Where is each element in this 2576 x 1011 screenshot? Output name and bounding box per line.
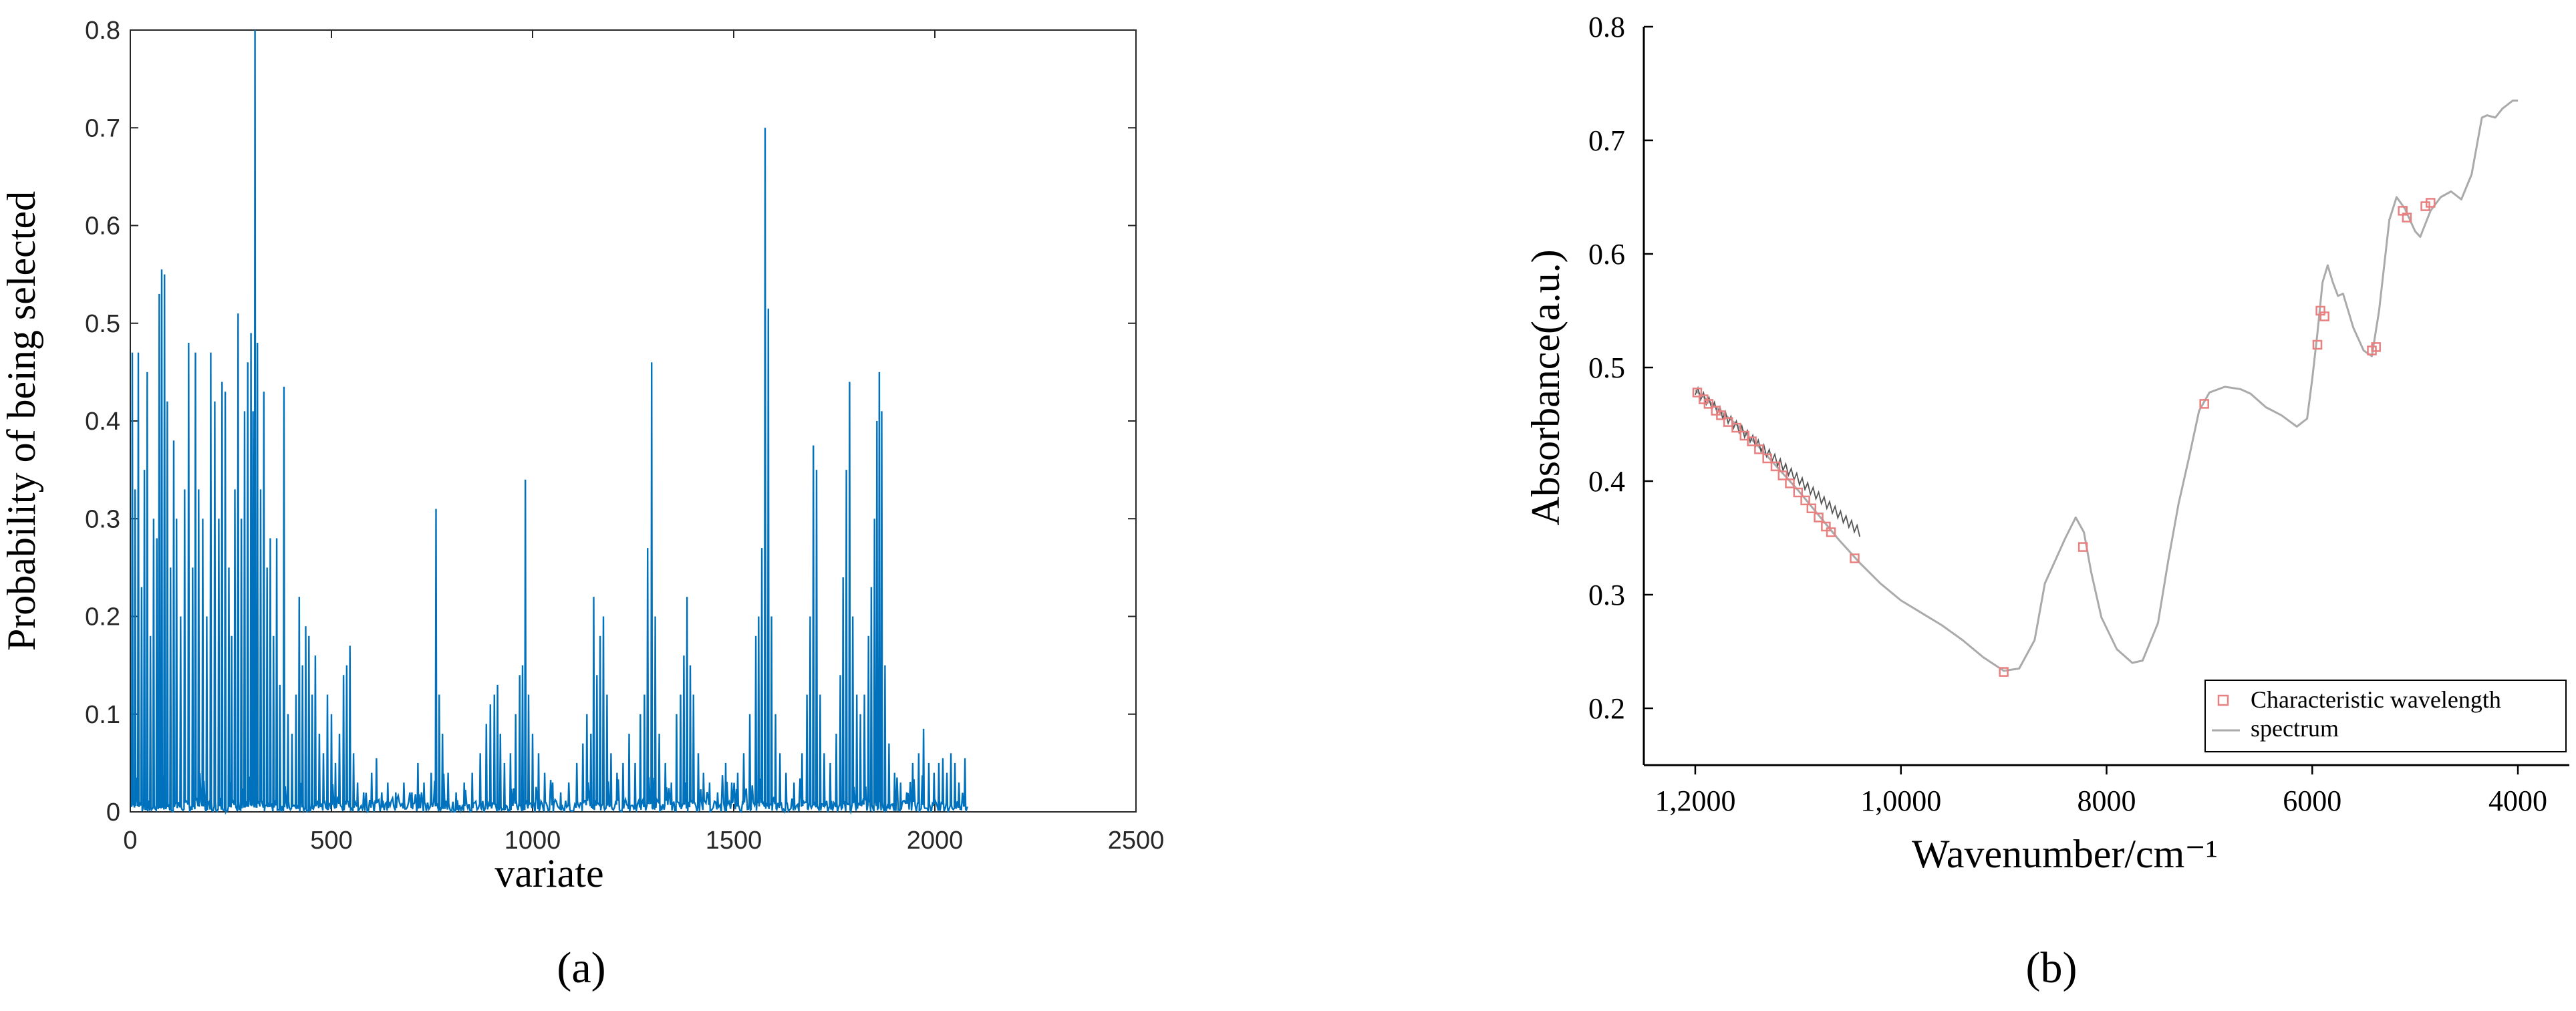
panel-a-series <box>130 29 968 815</box>
spectrum-line <box>1694 100 2519 672</box>
x-tick-label: 0 <box>123 827 137 855</box>
characteristic-wavelength-marker <box>1793 487 1804 498</box>
y-tick-label: 0.7 <box>85 114 120 142</box>
characteristic-wavelength-marker <box>1785 478 1795 488</box>
characteristic-wavelength-marker <box>1814 513 1824 523</box>
y-tick-label: 0.2 <box>85 603 120 631</box>
y-tick-label: 0.8 <box>1588 11 1625 43</box>
characteristic-wavelength-marker <box>1999 667 2009 677</box>
legend-label-characteristic: Characteristic wavelength <box>2251 686 2501 713</box>
panel-a-x-axis-title: variate <box>494 851 603 895</box>
legend-box <box>2204 680 2567 752</box>
x-tick-label: 4000 <box>2488 784 2547 817</box>
legend-marker-characteristic <box>2217 694 2229 706</box>
y-tick-label: 0.5 <box>1588 351 1625 384</box>
y-tick-label: 0.1 <box>85 701 120 729</box>
y-tick-label: 0.2 <box>1588 692 1625 725</box>
characteristic-wavelength-marker <box>1703 399 1714 409</box>
y-tick-label: 0.8 <box>85 17 120 45</box>
characteristic-wavelength-marker <box>2199 399 2209 409</box>
panel-a-label: (a) <box>557 944 605 992</box>
characteristic-wavelength-marker <box>2426 198 2436 208</box>
panel-b-x-ticks: 1,2000 1,0000 8000 6000 4000 <box>1655 765 2547 817</box>
panel-b-label: (b) <box>2026 944 2078 992</box>
x-tick-label: 2500 <box>1108 827 1165 855</box>
x-tick-label: 1,2000 <box>1655 784 1735 817</box>
panel-b-chart: 0.2 0.3 0.4 0.5 0.6 0.7 0.8 1,2000 1,0000 8000 60… <box>1524 11 2569 992</box>
characteristic-wavelength-marker <box>1692 388 1703 398</box>
characteristic-wavelength-marker <box>2312 339 2323 350</box>
y-tick-label: 0.3 <box>1588 579 1625 611</box>
characteristic-wavelength-marker <box>1747 436 1757 446</box>
x-tick-label: 500 <box>310 827 352 855</box>
characteristic-wavelength-marker <box>1826 527 1836 537</box>
panel-a-chart: 0 0.1 0.2 0.3 0.4 0.5 0.6 0.7 0.8 0 500 1000 1500 20… <box>0 17 1164 992</box>
y-tick-label: 0.6 <box>1588 238 1625 271</box>
characteristic-wavelength-marker <box>1770 461 1781 472</box>
x-tick-label: 2000 <box>907 827 964 855</box>
x-tick-label: 6000 <box>2283 784 2341 817</box>
characteristic-wavelength-marker <box>1716 410 1726 420</box>
probability-series-line <box>130 29 968 815</box>
characteristic-wavelength-marker <box>1777 470 1788 480</box>
characteristic-wavelength-marker <box>1800 495 1810 506</box>
characteristic-wavelength-marker <box>1723 417 1733 427</box>
characteristic-wavelength-marker <box>1754 444 1764 454</box>
panel-b-series <box>1692 100 2519 677</box>
characteristic-wavelength-marker <box>2319 311 2329 321</box>
panel-b-legend: Characteristic wavelength spectrum <box>2204 680 2567 752</box>
panel-a-y-axis-title: Probability of being selected <box>0 191 43 651</box>
x-tick-label: 1000 <box>505 827 561 855</box>
panel-b-y-ticks: 0.2 0.3 0.4 0.5 0.6 0.7 0.8 <box>1588 11 1653 725</box>
y-tick-label: 0.4 <box>85 408 120 436</box>
characteristic-wavelength-marker <box>1739 430 1750 441</box>
y-tick-label: 0.3 <box>85 505 120 533</box>
y-tick-label: 0 <box>106 799 120 827</box>
characteristic-wavelength-marker <box>1806 503 1817 514</box>
characteristic-wavelength-marker <box>1821 521 1831 532</box>
legend-label-spectrum: spectrum <box>2251 715 2339 742</box>
x-tick-label: 1500 <box>706 827 762 855</box>
y-tick-label: 0.6 <box>85 212 120 241</box>
x-tick-label: 8000 <box>2078 784 2136 817</box>
panel-a-x-ticks: 0 500 1000 1500 2000 2500 <box>123 30 1164 855</box>
characteristic-wavelength-marker <box>2078 542 2088 552</box>
panel-a-y-ticks: 0 0.1 0.2 0.3 0.4 0.5 0.6 0.7 0.8 <box>85 17 1136 827</box>
panel-b-y-axis-title: Absorbance(a.u.) <box>1524 249 1568 525</box>
characteristic-wavelength-marker <box>1731 422 1741 433</box>
characteristic-wavelength-marker <box>2402 212 2412 223</box>
panel-a-plot-area <box>130 29 1137 813</box>
panel-b-x-axis-title: Wavenumber/cm⁻¹ <box>1912 832 2218 876</box>
x-tick-label: 1,0000 <box>1860 784 1941 817</box>
y-tick-label: 0.5 <box>85 310 120 338</box>
characteristic-wavelength-marker <box>2371 342 2381 352</box>
characteristic-wavelength-marker <box>1850 553 1860 563</box>
y-tick-label: 0.7 <box>1588 124 1625 157</box>
characteristic-wavelength-marker <box>1762 453 1772 464</box>
y-tick-label: 0.4 <box>1588 465 1625 498</box>
